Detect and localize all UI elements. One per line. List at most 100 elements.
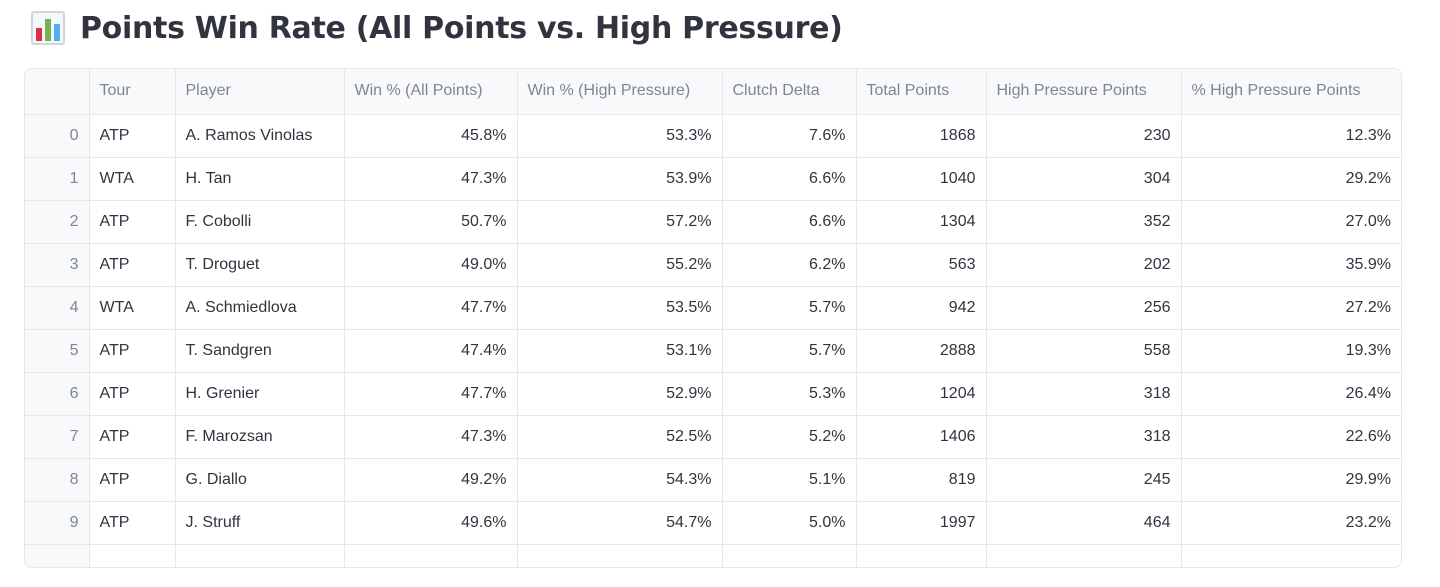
cell-tour[interactable]: ATP [89,200,176,244]
table-row[interactable]: 2 ATP F. Cobolli 50.7% 57.2% 6.6% 1304 3… [25,200,1401,244]
cell-pct-high-pressure[interactable]: 29.9% [1181,458,1401,502]
column-header-win-high-pressure[interactable]: Win % (High Pressure) [517,69,723,115]
cell-player[interactable]: F. Marozsan [175,415,345,459]
cell-high-pressure-points[interactable]: 202 [986,243,1182,287]
cell-win-all[interactable]: 49.6% [344,501,518,545]
cell-pct-high-pressure[interactable]: 29.2% [1181,157,1401,201]
cell-clutch-delta[interactable]: 6.2% [722,243,857,287]
cell-win-high-pressure[interactable]: 53.1% [517,329,723,373]
cell-tour[interactable]: ATP [89,372,176,416]
cell-high-pressure-points[interactable]: 245 [986,458,1182,502]
table-row[interactable]: 4 WTA A. Schmiedlova 47.7% 53.5% 5.7% 94… [25,286,1401,330]
cell-total-points[interactable]: 563 [856,243,987,287]
cell-total-points[interactable]: 1304 [856,200,987,244]
index-column-header[interactable] [25,69,90,115]
cell-tour[interactable]: ATP [89,415,176,459]
cell-clutch-delta[interactable]: 7.6% [722,114,857,158]
column-header-tour[interactable]: Tour [89,69,176,115]
cell-win-high-pressure[interactable]: 55.2% [517,243,723,287]
cell-win-high-pressure[interactable]: 52.5% [517,415,723,459]
cell-clutch-delta[interactable]: 6.6% [722,200,857,244]
cell-tour[interactable]: ATP [89,114,176,158]
cell-clutch-delta[interactable]: 5.7% [722,286,857,330]
cell-pct-high-pressure[interactable]: 26.4% [1181,372,1401,416]
cell-total-points[interactable]: 942 [856,286,987,330]
cell-pct-high-pressure[interactable]: 23.2% [1181,501,1401,545]
cell-win-all[interactable]: 47.4% [344,329,518,373]
cell-tour[interactable]: WTA [89,157,176,201]
cell-win-all[interactable]: 49.2% [344,458,518,502]
column-header-player[interactable]: Player [175,69,345,115]
cell-total-points[interactable]: 1868 [856,114,987,158]
cell-high-pressure-points[interactable]: 304 [986,157,1182,201]
cell-total-points[interactable]: 1406 [856,415,987,459]
cell-total-points[interactable]: 1204 [856,372,987,416]
cell-pct-high-pressure[interactable]: 19.3% [1181,329,1401,373]
cell-player[interactable]: T. Droguet [175,243,345,287]
column-header-pct-high-pressure[interactable]: % High Pressure Points [1181,69,1401,115]
cell-win-all[interactable]: 47.7% [344,286,518,330]
cell-win-all[interactable]: 47.7% [344,372,518,416]
table-row[interactable]: 8 ATP G. Diallo 49.2% 54.3% 5.1% 819 245… [25,458,1401,502]
cell-pct-high-pressure[interactable]: 27.0% [1181,200,1401,244]
cell-player[interactable]: T. Sandgren [175,329,345,373]
cell-win-high-pressure[interactable]: 52.9% [517,372,723,416]
cell-player[interactable]: G. Diallo [175,458,345,502]
column-header-win-all[interactable]: Win % (All Points) [344,69,518,115]
cell-clutch-delta[interactable]: 5.3% [722,372,857,416]
cell-high-pressure-points[interactable]: 464 [986,501,1182,545]
cell-clutch-delta[interactable]: 5.1% [722,458,857,502]
cell-win-high-pressure[interactable]: 54.7% [517,501,723,545]
cell-win-high-pressure[interactable]: 54.3% [517,458,723,502]
column-header-total-points[interactable]: Total Points [856,69,987,115]
cell-high-pressure-points[interactable]: 318 [986,415,1182,459]
cell-tour[interactable]: WTA [89,286,176,330]
cell-win-all[interactable]: 50.7% [344,200,518,244]
cell-high-pressure-points[interactable]: 352 [986,200,1182,244]
cell-pct-high-pressure[interactable]: 27.2% [1181,286,1401,330]
data-table[interactable]: Tour Player Win % (All Points) Win % (Hi… [24,68,1402,568]
cell-win-all[interactable]: 47.3% [344,415,518,459]
cell-tour[interactable]: ATP [89,329,176,373]
cell-pct-high-pressure[interactable]: 22.6% [1181,415,1401,459]
cell-player[interactable]: F. Cobolli [175,200,345,244]
cell-clutch-delta[interactable]: 5.2% [722,415,857,459]
cell-win-all[interactable]: 47.3% [344,157,518,201]
table-row[interactable]: 6 ATP H. Grenier 47.7% 52.9% 5.3% 1204 3… [25,372,1401,416]
cell-player[interactable]: A. Ramos Vinolas [175,114,345,158]
column-header-clutch-delta[interactable]: Clutch Delta [722,69,857,115]
cell-total-points[interactable]: 1997 [856,501,987,545]
table-row[interactable]: 3 ATP T. Droguet 49.0% 55.2% 6.2% 563 20… [25,243,1401,287]
cell-win-high-pressure[interactable]: 53.3% [517,114,723,158]
cell-high-pressure-points[interactable]: 230 [986,114,1182,158]
cell-player[interactable]: H. Tan [175,157,345,201]
cell-total-points[interactable]: 1040 [856,157,987,201]
table-row[interactable]: 1 WTA H. Tan 47.3% 53.9% 6.6% 1040 304 2… [25,157,1401,201]
table-row[interactable]: 9 ATP J. Struff 49.6% 54.7% 5.0% 1997 46… [25,501,1401,545]
table-row[interactable]: 0 ATP A. Ramos Vinolas 45.8% 53.3% 7.6% … [25,114,1401,158]
cell-win-high-pressure[interactable]: 57.2% [517,200,723,244]
cell-tour[interactable]: ATP [89,243,176,287]
cell-tour[interactable]: ATP [89,501,176,545]
cell-clutch-delta[interactable]: 5.7% [722,329,857,373]
cell-total-points[interactable]: 819 [856,458,987,502]
cell-total-points[interactable]: 2888 [856,329,987,373]
cell-high-pressure-points[interactable]: 256 [986,286,1182,330]
cell-win-all[interactable]: 45.8% [344,114,518,158]
cell-pct-high-pressure[interactable]: 35.9% [1181,243,1401,287]
column-header-high-pressure-points[interactable]: High Pressure Points [986,69,1182,115]
cell-tour[interactable]: ATP [89,458,176,502]
cell-clutch-delta[interactable]: 6.6% [722,157,857,201]
cell-pct-high-pressure[interactable]: 12.3% [1181,114,1401,158]
cell-win-all[interactable]: 49.0% [344,243,518,287]
cell-player[interactable]: H. Grenier [175,372,345,416]
cell-player[interactable]: A. Schmiedlova [175,286,345,330]
cell-clutch-delta[interactable]: 5.0% [722,501,857,545]
cell-win-high-pressure[interactable]: 53.5% [517,286,723,330]
cell-player[interactable]: J. Struff [175,501,345,545]
cell-win-high-pressure[interactable]: 53.9% [517,157,723,201]
table-row[interactable]: 7 ATP F. Marozsan 47.3% 52.5% 5.2% 1406 … [25,415,1401,459]
table-row[interactable]: 5 ATP T. Sandgren 47.4% 53.1% 5.7% 2888 … [25,329,1401,373]
cell-high-pressure-points[interactable]: 558 [986,329,1182,373]
cell-high-pressure-points[interactable]: 318 [986,372,1182,416]
